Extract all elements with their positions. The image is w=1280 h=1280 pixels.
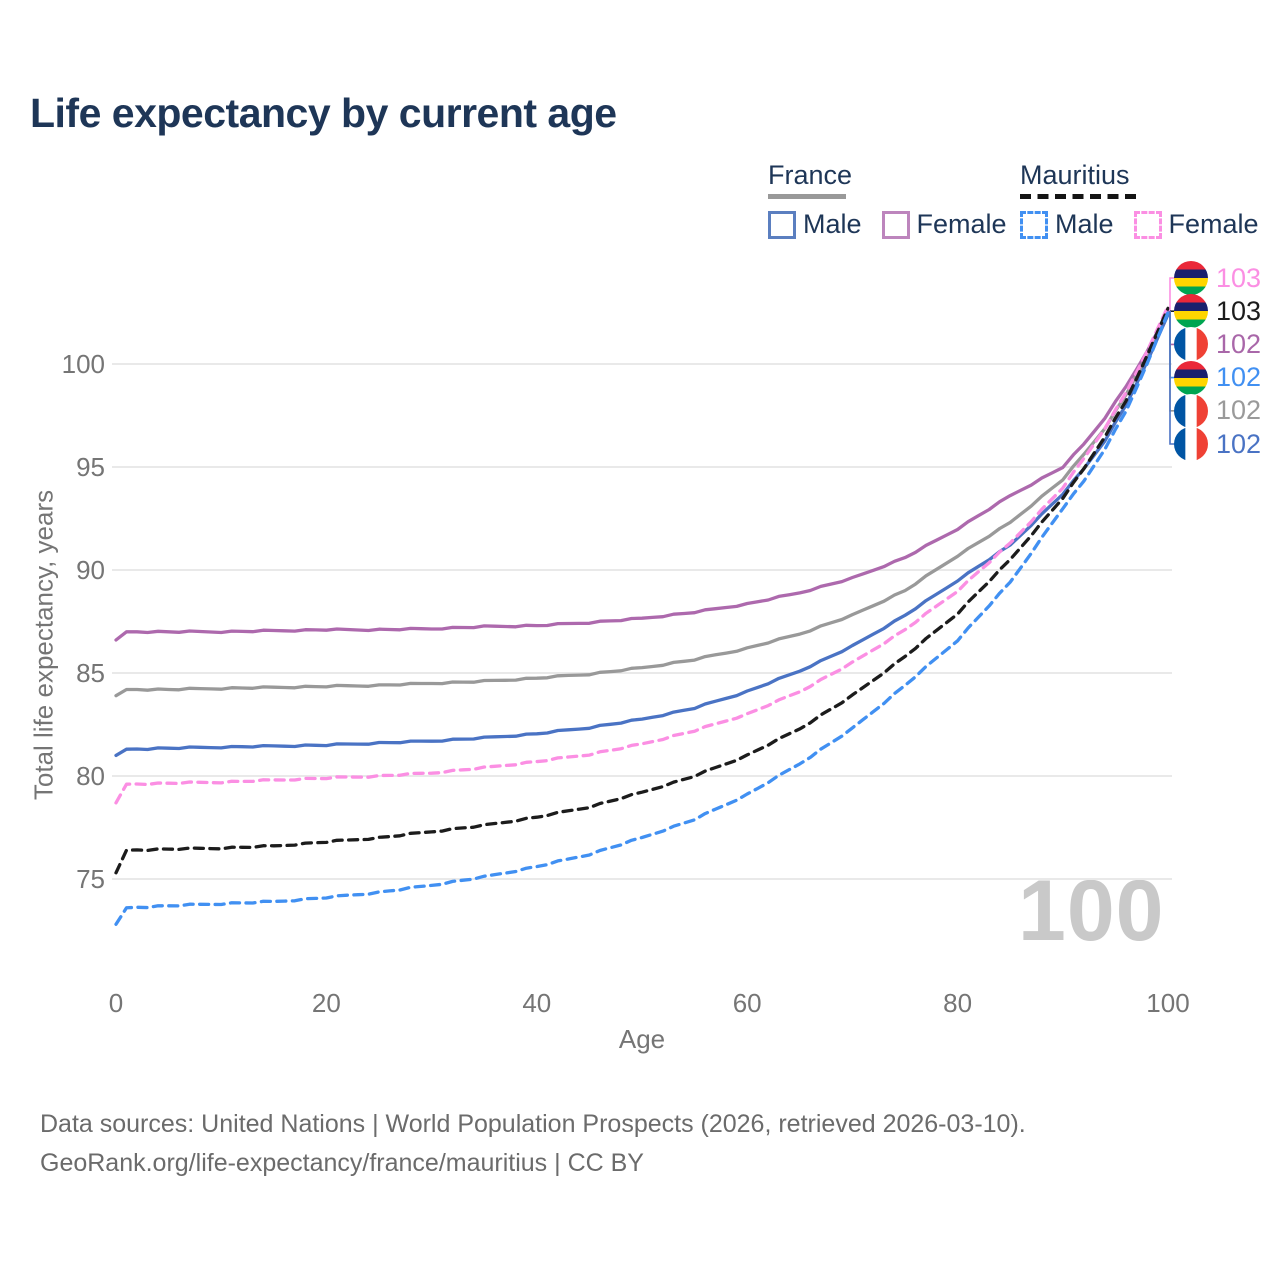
y-tick-label-90: 90 — [76, 555, 105, 585]
mauritius-flag-icon — [1174, 360, 1208, 395]
x-tick-label-60: 60 — [732, 988, 762, 1018]
mauritius-flag-icon — [1174, 294, 1208, 329]
end-label-mauritius-both-sexes: 103 — [1174, 294, 1262, 329]
legend-country-label: France — [768, 160, 853, 190]
legend-swatch-icon — [1133, 210, 1162, 239]
x-tick-label-100: 100 — [1146, 988, 1190, 1018]
x-axis-title: Age — [618, 1024, 666, 1054]
legend-country-line-sample — [768, 194, 846, 199]
x-tick-label-80: 80 — [943, 988, 973, 1018]
end-label-value: 102 — [1216, 395, 1262, 426]
end-label-france-male: 102 — [1174, 427, 1261, 461]
legend-swatch-icon — [881, 210, 910, 239]
y-tick-label-80: 80 — [76, 761, 105, 791]
attribution-link-text: GeoRank.org/life-expectancy/france/mauri… — [40, 1149, 644, 1177]
end-label-value: 102 — [1216, 362, 1262, 393]
end-label-value: 102 — [1216, 328, 1262, 359]
france-flag-icon — [1174, 327, 1208, 362]
y-tick-label-95: 95 — [76, 452, 105, 482]
series-line-france-both[interactable] — [114, 311, 1170, 698]
legend-country-line-sample — [1020, 194, 1138, 199]
end-label-value: 103 — [1216, 295, 1262, 326]
series-line-mauritius-male[interactable] — [114, 310, 1170, 926]
data-sources-text: Data sources: United Nations | World Pop… — [40, 1110, 1026, 1138]
series-line-mauritius-both[interactable] — [114, 306, 1170, 875]
legend-item-label: Male — [803, 209, 862, 239]
series-line-france-male[interactable] — [114, 312, 1170, 758]
legend-item-label: Female — [1168, 209, 1259, 239]
france-flag-icon — [1174, 427, 1208, 461]
y-tick-label-85: 85 — [76, 658, 105, 688]
x-tick-label-0: 0 — [108, 988, 124, 1018]
legend-country-label: Mauritius — [1020, 160, 1130, 190]
page-title: Life expectancy by current age — [30, 90, 617, 136]
series-line-mauritius-female[interactable] — [114, 304, 1170, 805]
legend-item-france-female[interactable]: Female — [881, 209, 1007, 240]
legend-item-mauritius-male[interactable]: Male — [1020, 209, 1114, 240]
legend-item-label: Female — [916, 209, 1007, 239]
legend-swatch-icon — [1020, 210, 1048, 239]
end-label-mauritius-male: 102 — [1174, 360, 1262, 395]
y-axis-title: Total life expectancy, years — [28, 489, 59, 801]
watermark-age-value: 100 — [1018, 863, 1165, 959]
france-flag-icon — [1174, 393, 1208, 428]
end-label-value: 102 — [1216, 428, 1262, 459]
end-label-value: 103 — [1216, 262, 1262, 293]
mauritius-flag-icon — [1174, 261, 1208, 295]
legend-item-label: Male — [1055, 209, 1114, 239]
y-tick-label-100: 100 — [61, 349, 105, 379]
legend-item-mauritius-female[interactable]: Female — [1133, 209, 1259, 240]
end-label-mauritius-female: 103 — [1174, 261, 1261, 295]
series-line-france-female[interactable] — [114, 309, 1170, 642]
legend-group-mauritius: Mauritius Male Female — [1020, 160, 1259, 240]
x-tick-label-40: 40 — [522, 988, 552, 1018]
y-tick-label-75: 75 — [76, 864, 105, 894]
legend-item-france-male[interactable]: Male — [768, 209, 862, 240]
end-label-france-female: 102 — [1174, 327, 1262, 362]
legend-swatch-icon — [768, 210, 796, 239]
end-label-france-both-sexes: 102 — [1174, 393, 1262, 428]
legend-group-france: France Male Female — [768, 160, 1007, 240]
x-tick-label-20: 20 — [311, 988, 341, 1018]
